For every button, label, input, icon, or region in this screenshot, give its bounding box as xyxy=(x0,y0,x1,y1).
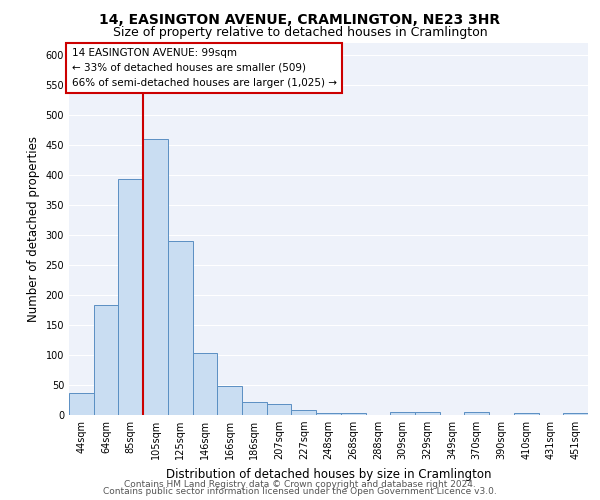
Text: Contains HM Land Registry data © Crown copyright and database right 2024.: Contains HM Land Registry data © Crown c… xyxy=(124,480,476,489)
Bar xyxy=(390,412,415,415)
X-axis label: Distribution of detached houses by size in Cramlington: Distribution of detached houses by size … xyxy=(166,468,491,480)
Bar xyxy=(143,138,168,415)
Bar xyxy=(168,242,193,415)
Bar xyxy=(242,402,267,415)
Bar xyxy=(316,413,341,415)
Bar xyxy=(217,386,242,415)
Text: Contains public sector information licensed under the Open Government Licence v3: Contains public sector information licen… xyxy=(103,487,497,496)
Bar xyxy=(193,353,217,415)
Text: 14 EASINGTON AVENUE: 99sqm
← 33% of detached houses are smaller (509)
66% of sem: 14 EASINGTON AVENUE: 99sqm ← 33% of deta… xyxy=(71,48,337,88)
Text: Size of property relative to detached houses in Cramlington: Size of property relative to detached ho… xyxy=(113,26,487,39)
Bar xyxy=(514,412,539,415)
Bar xyxy=(341,412,365,415)
Bar xyxy=(464,412,489,415)
Bar xyxy=(292,410,316,415)
Y-axis label: Number of detached properties: Number of detached properties xyxy=(27,136,40,322)
Bar xyxy=(415,412,440,415)
Bar xyxy=(69,393,94,415)
Bar xyxy=(267,404,292,415)
Bar xyxy=(118,179,143,415)
Bar xyxy=(563,412,588,415)
Bar xyxy=(94,305,118,415)
Text: 14, EASINGTON AVENUE, CRAMLINGTON, NE23 3HR: 14, EASINGTON AVENUE, CRAMLINGTON, NE23 … xyxy=(100,12,500,26)
